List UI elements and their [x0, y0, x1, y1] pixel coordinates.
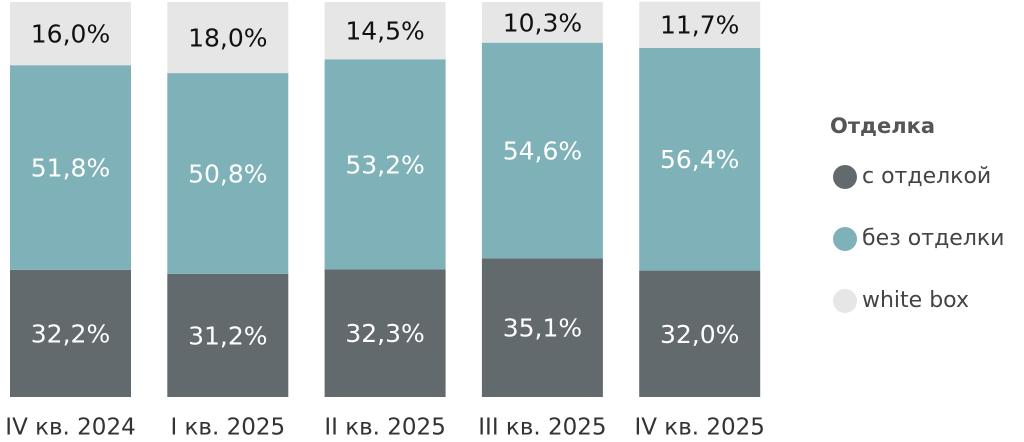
legend-swatch — [833, 289, 857, 313]
bar-segment — [639, 1, 761, 48]
x-tick-label: III кв. 2025 — [478, 415, 606, 441]
value-label: 10,3% — [503, 8, 582, 37]
bar-segment — [639, 47, 761, 271]
bar-segment — [167, 73, 289, 274]
legend-label: с отделкой — [862, 164, 991, 189]
legend-title: Отделка — [830, 114, 935, 138]
legend-swatch — [833, 165, 857, 189]
value-label: 56,4% — [660, 145, 739, 174]
value-label: 31,2% — [188, 321, 267, 350]
bar-segment — [324, 2, 446, 60]
value-label: 14,5% — [345, 17, 424, 46]
value-label: 18,0% — [188, 24, 267, 53]
bar-segment — [167, 273, 289, 397]
bar-segment — [10, 65, 131, 270]
value-label: 35,1% — [503, 314, 582, 343]
value-label: 53,2% — [345, 150, 424, 179]
bar-segment — [481, 258, 603, 397]
bar-segment — [481, 2, 603, 43]
bar-segment — [167, 2, 289, 74]
bar-segment — [10, 2, 131, 66]
legend-swatch — [833, 227, 857, 251]
value-label: 32,3% — [345, 319, 424, 348]
x-tick-label: IV кв. 2025 — [634, 415, 764, 441]
value-label: 32,2% — [31, 319, 110, 348]
bar-segment — [324, 269, 446, 397]
bar-segment — [10, 269, 131, 397]
value-label: 51,8% — [31, 154, 110, 183]
x-tick-label: I кв. 2025 — [170, 415, 285, 441]
bar-segment — [324, 59, 446, 270]
bar-segment — [481, 42, 603, 259]
value-label: 54,6% — [503, 137, 582, 166]
value-label: 50,8% — [188, 159, 267, 188]
bar-segment — [639, 270, 761, 397]
value-label: 32,0% — [660, 320, 739, 349]
value-label: 11,7% — [660, 11, 739, 40]
legend-label: без отделки — [862, 226, 1004, 251]
value-label: 16,0% — [31, 20, 110, 49]
legend-label: white box — [862, 288, 969, 313]
x-tick-label: IV кв. 2024 — [5, 415, 135, 441]
x-tick-label: II кв. 2025 — [324, 415, 445, 441]
